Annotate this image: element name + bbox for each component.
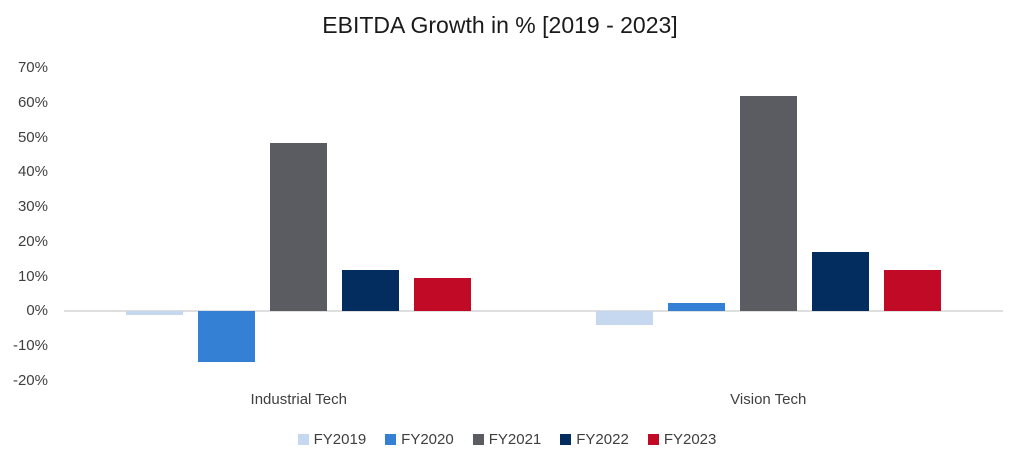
legend-swatch-fy2020	[385, 434, 397, 445]
bar-fy2020-vision-tech	[667, 302, 725, 312]
legend-swatch-fy2022	[560, 434, 572, 445]
category-label-industrial-tech: Industrial Tech	[250, 391, 347, 408]
x-axis-line	[64, 310, 1003, 313]
chart-title: EBITDA Growth in % [2019 - 2023]	[322, 12, 678, 38]
bar-fy2019-industrial-tech	[126, 311, 184, 315]
legend-label-fy2019: FY2019	[313, 431, 367, 448]
y-axis-tick-label: -20%	[12, 372, 48, 389]
legend-label-fy2021: FY2021	[488, 431, 542, 448]
legend-item-fy2020: FY2020	[385, 431, 454, 448]
legend-label-fy2020: FY2020	[401, 431, 454, 448]
chart-legend: FY2019 FY2020 FY2021 FY2022 FY2023	[0, 431, 1014, 448]
legend-item-fy2019: FY2019	[297, 431, 367, 448]
y-axis-tick-label: 40%	[17, 163, 48, 181]
bar-fy2022-industrial-tech	[342, 269, 400, 312]
y-axis-tick-label: 0%	[26, 302, 48, 320]
legend-item-fy2022: FY2022	[560, 431, 629, 448]
legend-swatch-fy2023	[647, 434, 659, 445]
bar-fy2023-vision-tech	[883, 269, 941, 312]
y-axis-tick-label: 20%	[17, 232, 48, 250]
y-axis-tick-label: 30%	[17, 198, 48, 216]
legend-item-fy2021: FY2021	[472, 431, 542, 448]
legend-label-fy2023: FY2023	[663, 431, 717, 448]
y-axis-tick-label: 10%	[17, 267, 48, 285]
bar-fy2023-industrial-tech	[414, 278, 472, 312]
legend-swatch-fy2019	[297, 434, 309, 445]
bar-fy2022-vision-tech	[811, 252, 869, 312]
y-axis-tick-label: 70%	[17, 59, 48, 76]
bar-fy2020-industrial-tech	[198, 311, 256, 362]
legend-swatch-fy2021	[472, 434, 484, 445]
category-label-vision-tech: Vision Tech	[730, 391, 807, 408]
bar-fy2021-industrial-tech	[270, 142, 328, 312]
legend-item-fy2023: FY2023	[647, 431, 717, 448]
y-axis-tick-label: 50%	[17, 128, 48, 146]
y-axis-tick-label: 60%	[17, 93, 48, 111]
legend-label-fy2022: FY2022	[576, 431, 629, 448]
bar-fy2019-vision-tech	[595, 311, 653, 326]
bar-fy2021-vision-tech	[739, 95, 797, 312]
y-axis-tick-label: -10%	[12, 337, 48, 355]
